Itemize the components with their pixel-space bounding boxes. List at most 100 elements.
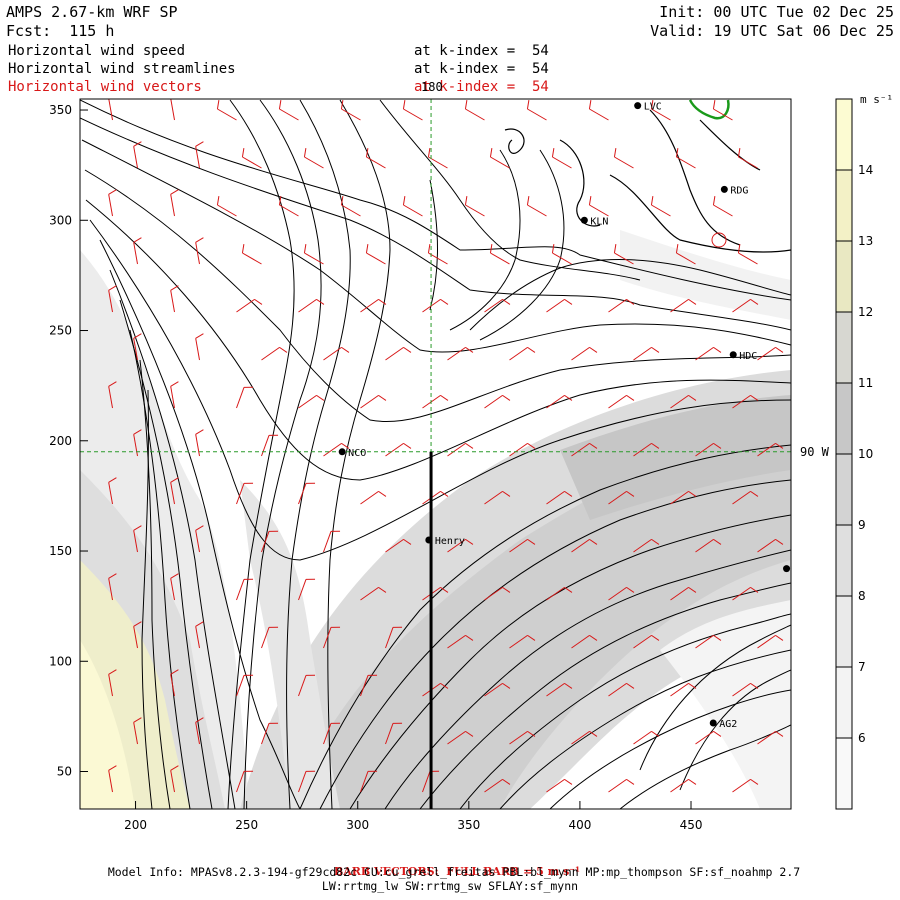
wind-barb [323, 346, 350, 361]
colorbar-units: m s⁻¹ [860, 93, 893, 106]
colorbar-tick-label: 7 [858, 660, 866, 674]
y-tick-label: 350 [49, 103, 72, 117]
wind-barb [608, 298, 635, 313]
wind-barb [385, 722, 403, 745]
wind-barb [732, 298, 759, 313]
wind-barb [216, 100, 237, 121]
wind-barb [427, 148, 448, 169]
wind-barb [365, 244, 386, 265]
wind-barb [588, 100, 609, 121]
wind-barb [108, 477, 117, 505]
wind-barb [695, 538, 722, 553]
forecast-hour: Fcst: 115 h [6, 22, 115, 40]
wind-barb [236, 578, 254, 601]
y-tick-label: 300 [49, 213, 72, 227]
wind-barb [241, 148, 262, 169]
wind-barb [195, 333, 204, 361]
wind-barb [298, 770, 316, 793]
coastline [504, 109, 791, 253]
wind-barb [278, 196, 299, 217]
wind-barb [551, 244, 572, 265]
wind-barb [323, 722, 341, 745]
station-label: LVC [644, 102, 662, 113]
wind-barb [261, 346, 288, 361]
wind-barb [489, 148, 510, 169]
y-tick-label: 100 [49, 654, 72, 668]
wind-barb [732, 586, 759, 601]
x-tick-label: 350 [457, 818, 480, 832]
model-title: AMPS 2.67-km WRF SP [6, 3, 178, 21]
field-level-vectors: at k-index = 54 [414, 79, 549, 95]
wind-barb [546, 394, 573, 409]
y-tick-label: 200 [49, 434, 72, 448]
y-tick-label: 250 [49, 324, 72, 338]
wind-barb [170, 189, 179, 217]
meridian-label: 180 [421, 80, 443, 94]
wind-barb [385, 538, 412, 553]
wind-barb [108, 285, 117, 313]
wind-barb [298, 298, 325, 313]
y-axis: 50 100 150 200 250 300 350 [49, 103, 88, 779]
wind-barb [447, 730, 474, 745]
wind-barb [546, 586, 573, 601]
wind-barb [695, 730, 722, 745]
barb-vector-note: BARB VECTORS: FULL BARB = 5 m s⁻¹ [333, 865, 580, 878]
wind-barb [712, 196, 733, 217]
wind-barb [261, 626, 279, 649]
station-label: Henry [435, 536, 465, 547]
wind-barb [195, 621, 204, 649]
wind-barb [509, 634, 536, 649]
colorbar-tick-label: 8 [858, 589, 866, 603]
wind-barb [695, 442, 722, 457]
wind-barb [108, 381, 117, 409]
wind-barb [170, 573, 179, 601]
x-tick-label: 450 [680, 818, 703, 832]
station-marker [783, 565, 791, 573]
wind-barb [195, 525, 204, 553]
wind-barb [241, 244, 262, 265]
wind-barb [464, 100, 485, 121]
wind-barb [133, 717, 142, 745]
wind-barb [385, 346, 412, 361]
wind-barb [108, 573, 117, 601]
wind-barb [484, 682, 511, 697]
wind-barb [509, 442, 536, 457]
wind-barb [571, 634, 598, 649]
wind-barb [195, 717, 204, 745]
colorbar-swatch [836, 454, 852, 525]
wind-barb [170, 765, 179, 793]
wind-barb [732, 778, 759, 793]
colorbar-tick-label: 9 [858, 518, 866, 532]
wind-barb [732, 682, 759, 697]
wind-barb [633, 538, 660, 553]
wind-barb [170, 477, 179, 505]
wind-barb [732, 394, 759, 409]
wind-barb [757, 730, 784, 745]
wind-barb [546, 682, 573, 697]
wind-barb [737, 148, 758, 169]
plot-frame [79, 98, 792, 810]
wind-barb [526, 196, 547, 217]
wind-barb [571, 442, 598, 457]
wind-barb [670, 298, 697, 313]
station-marker [338, 448, 346, 456]
wind-barb [298, 578, 316, 601]
map-area: LVC RDG KLN HDC NCO Henry AG2 [80, 99, 791, 809]
wind-barb [340, 100, 361, 121]
wind-barb [484, 298, 511, 313]
field-name-streamlines: Horizontal wind streamlines [8, 61, 236, 77]
station-label: HDC [739, 351, 757, 362]
x-tick-label: 250 [235, 818, 258, 832]
station-label: AG2 [719, 719, 737, 730]
wind-barb [526, 100, 547, 121]
station-label: NCO [348, 448, 366, 459]
wind-barb [588, 196, 609, 217]
wind-barb [484, 778, 511, 793]
wind-barb [757, 346, 784, 361]
wind-barb [261, 722, 279, 745]
station-marker [634, 102, 642, 110]
wind-barb [108, 765, 117, 793]
wind-barb [402, 196, 423, 217]
wind-barb [195, 237, 204, 265]
wind-barb [298, 482, 316, 505]
